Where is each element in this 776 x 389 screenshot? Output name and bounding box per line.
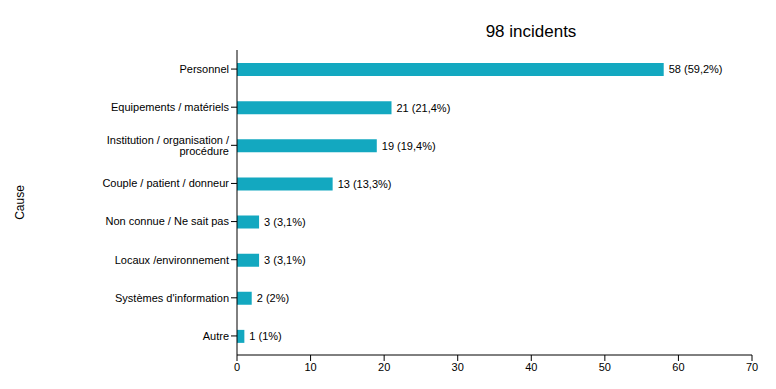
svg-text:Institution / organisation /pr: Institution / organisation /procédure: [107, 134, 230, 157]
svg-text:Personnel: Personnel: [179, 63, 229, 75]
svg-text:21 (21,4%): 21 (21,4%): [397, 102, 451, 114]
svg-text:3 (3,1%): 3 (3,1%): [264, 216, 306, 228]
svg-text:Couple / patient / donneur: Couple / patient / donneur: [102, 177, 229, 189]
svg-text:10: 10: [304, 361, 316, 373]
svg-text:58 (59,2%): 58 (59,2%): [669, 63, 723, 75]
svg-text:50: 50: [599, 361, 611, 373]
svg-text:19 (19,4%): 19 (19,4%): [382, 140, 436, 152]
svg-text:Autre: Autre: [203, 330, 229, 342]
svg-text:1 (1%): 1 (1%): [249, 330, 281, 342]
svg-text:0: 0: [234, 361, 240, 373]
svg-text:40: 40: [525, 361, 537, 373]
svg-text:Equipements / matériels: Equipements / matériels: [111, 101, 229, 113]
svg-text:2 (2%): 2 (2%): [257, 292, 289, 304]
svg-text:Cause: Cause: [13, 185, 27, 220]
svg-text:Systèmes d'information: Systèmes d'information: [115, 292, 229, 304]
svg-text:3 (3,1%): 3 (3,1%): [264, 254, 306, 266]
svg-text:70: 70: [746, 361, 758, 373]
svg-text:30: 30: [452, 361, 464, 373]
svg-text:60: 60: [672, 361, 684, 373]
svg-text:13 (13,3%): 13 (13,3%): [338, 178, 392, 190]
svg-text:20: 20: [378, 361, 390, 373]
svg-text:Locaux /environnement: Locaux /environnement: [115, 254, 229, 266]
svg-text:Non connue / Ne sait pas: Non connue / Ne sait pas: [105, 215, 229, 227]
html-text:98 incidents: 98 incidents: [485, 22, 577, 41]
